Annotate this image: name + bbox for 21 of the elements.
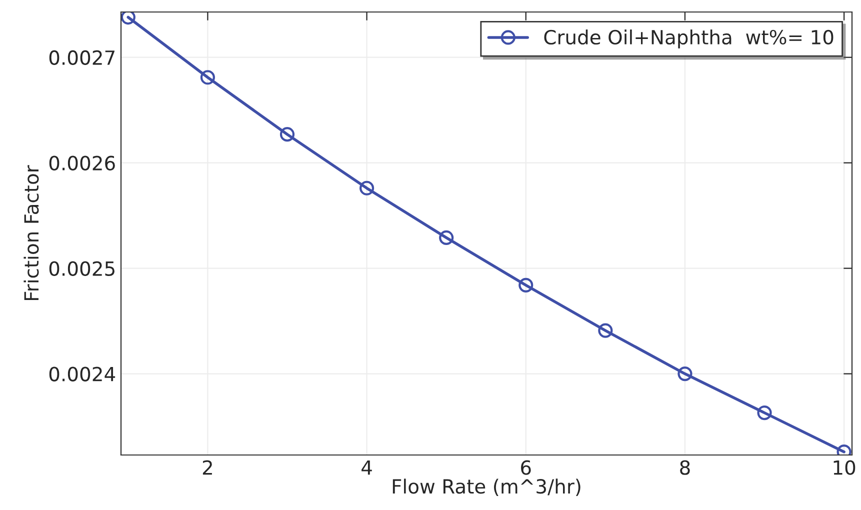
- point: [121, 12, 136, 25]
- x-axis-title: Flow Rate (m^3/hr): [392, 478, 580, 496]
- point: [678, 366, 692, 382]
- y-axis-title: Friction Factor: [24, 165, 39, 300]
- point: [200, 70, 215, 85]
- point: [598, 323, 613, 338]
- y-tick-label: 0.0026: [49, 156, 115, 170]
- x-tick-label: 8: [680, 460, 690, 475]
- y-tick-label: 0.0024: [49, 366, 116, 382]
- point: [280, 127, 295, 142]
- x-tick-label: 10: [834, 460, 856, 475]
- point: [359, 180, 374, 196]
- x-tick-label: 6: [521, 460, 531, 475]
- point: [439, 230, 454, 246]
- legend-label: Crude Oil+Naphtha wt%= 10: [544, 30, 834, 48]
- y-tick-label: 0.0025: [49, 261, 114, 276]
- x-tick-label: 2: [202, 460, 212, 475]
- y-tick-label: 0.0027: [49, 50, 114, 66]
- x-tick-label: 4: [362, 460, 372, 475]
- point: [757, 406, 772, 420]
- point: [518, 278, 534, 292]
